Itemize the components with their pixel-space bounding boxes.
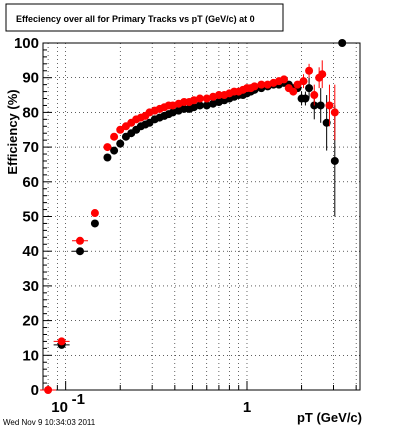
y-tick-label: 50 [22, 209, 39, 226]
red-data-point [318, 70, 327, 79]
y-tick-label: 30 [22, 278, 39, 295]
chart-title: Effeciency over all for Primary Tracks v… [16, 14, 255, 24]
y-tick-label: 60 [22, 174, 39, 191]
red-data-point [57, 337, 66, 346]
red-data-point [293, 80, 302, 89]
x-axis-label: pT (GeV/c) [297, 410, 362, 425]
y-tick-label: 20 [22, 313, 39, 330]
x-tick-label: 1 [243, 399, 251, 416]
red-data-point [310, 91, 319, 100]
black-data-point [202, 101, 211, 110]
y-tick-label: 40 [22, 243, 39, 260]
y-tick-label: 70 [22, 139, 39, 156]
black-data-point [301, 94, 310, 103]
red-data-point [330, 108, 339, 117]
title-box [5, 3, 284, 32]
red-data-point [202, 94, 211, 103]
red-data-point [299, 77, 308, 86]
red-data-point [257, 80, 266, 89]
y-tick-label: 90 [22, 70, 39, 87]
red-data-point [110, 132, 119, 141]
red-data-point [325, 101, 334, 110]
red-data-point [103, 143, 112, 152]
data-points [40, 39, 347, 394]
black-data-point [116, 139, 125, 148]
y-tick-label: 10 [22, 347, 39, 364]
black-data-point [195, 101, 204, 110]
footer-timestamp: Wed Nov 9 10:34:03 2011 [3, 418, 96, 427]
black-data-point [338, 39, 347, 47]
black-data-point [330, 156, 339, 165]
y-axis-label: Efficiency (%) [5, 89, 20, 174]
x-tick-label: 10 [51, 399, 68, 416]
black-data-point [103, 153, 112, 162]
black-data-point [305, 84, 314, 93]
red-data-point [250, 82, 259, 91]
black-data-point [76, 247, 85, 256]
red-data-point [90, 209, 99, 218]
red-data-point [305, 66, 314, 75]
red-data-point [76, 236, 85, 245]
red-data-point [44, 386, 53, 394]
x-tick-labels: 10 -1 1 [51, 391, 251, 416]
black-data-point [316, 101, 325, 110]
y-tick-label: 80 [22, 104, 39, 121]
y-tick-labels: 0 10 20 30 40 50 60 70 80 90 100 [14, 35, 39, 399]
black-data-point [322, 118, 331, 127]
red-data-point [279, 75, 288, 84]
black-data-point [110, 146, 119, 155]
red-data-point [289, 87, 298, 96]
black-data-point [90, 219, 99, 228]
y-tick-label: 100 [14, 35, 39, 52]
x-tick-exponent: -1 [72, 391, 85, 408]
red-data-point [195, 94, 204, 103]
y-tick-label: 0 [31, 382, 39, 399]
